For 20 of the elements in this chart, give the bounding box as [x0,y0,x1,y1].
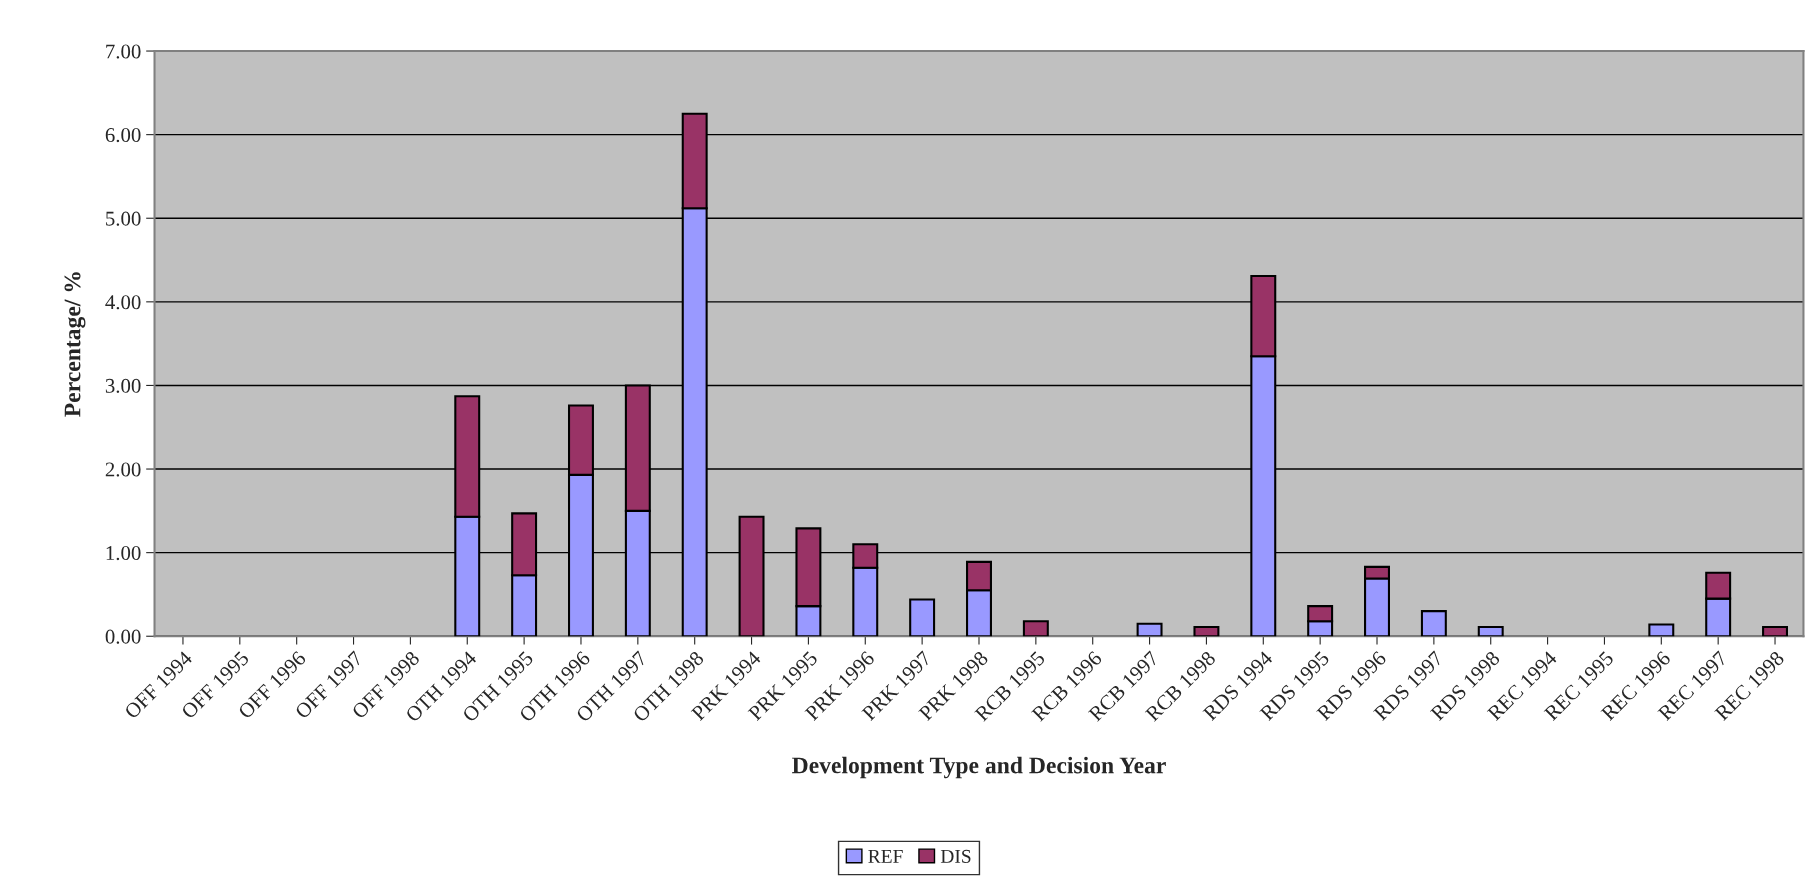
y-tick-label: 0.00 [105,629,141,644]
bar [1420,610,1447,637]
y-axis-title: Percentage/ % [64,272,86,417]
bar [1648,623,1675,637]
y-tick-label: 6.00 [105,128,141,143]
y-tick-label: 5.00 [106,211,141,226]
bar [909,598,936,637]
y-tick-label: 2.00 [105,462,141,477]
legend-label: DIS [940,849,971,863]
x-axis-title: Development Type and Decision Year [792,756,1166,779]
y-tick-label: 4.00 [105,295,141,310]
y-tick-label: 3.00 [105,378,141,393]
y-tick-label: 1.00 [106,546,141,561]
legend-label: REF [868,850,903,863]
y-tick-label: 7.00 [106,44,141,59]
bar [1477,626,1504,637]
bar [1762,626,1789,637]
bar [1193,626,1220,637]
bar [1136,622,1163,637]
bar [1022,620,1049,637]
